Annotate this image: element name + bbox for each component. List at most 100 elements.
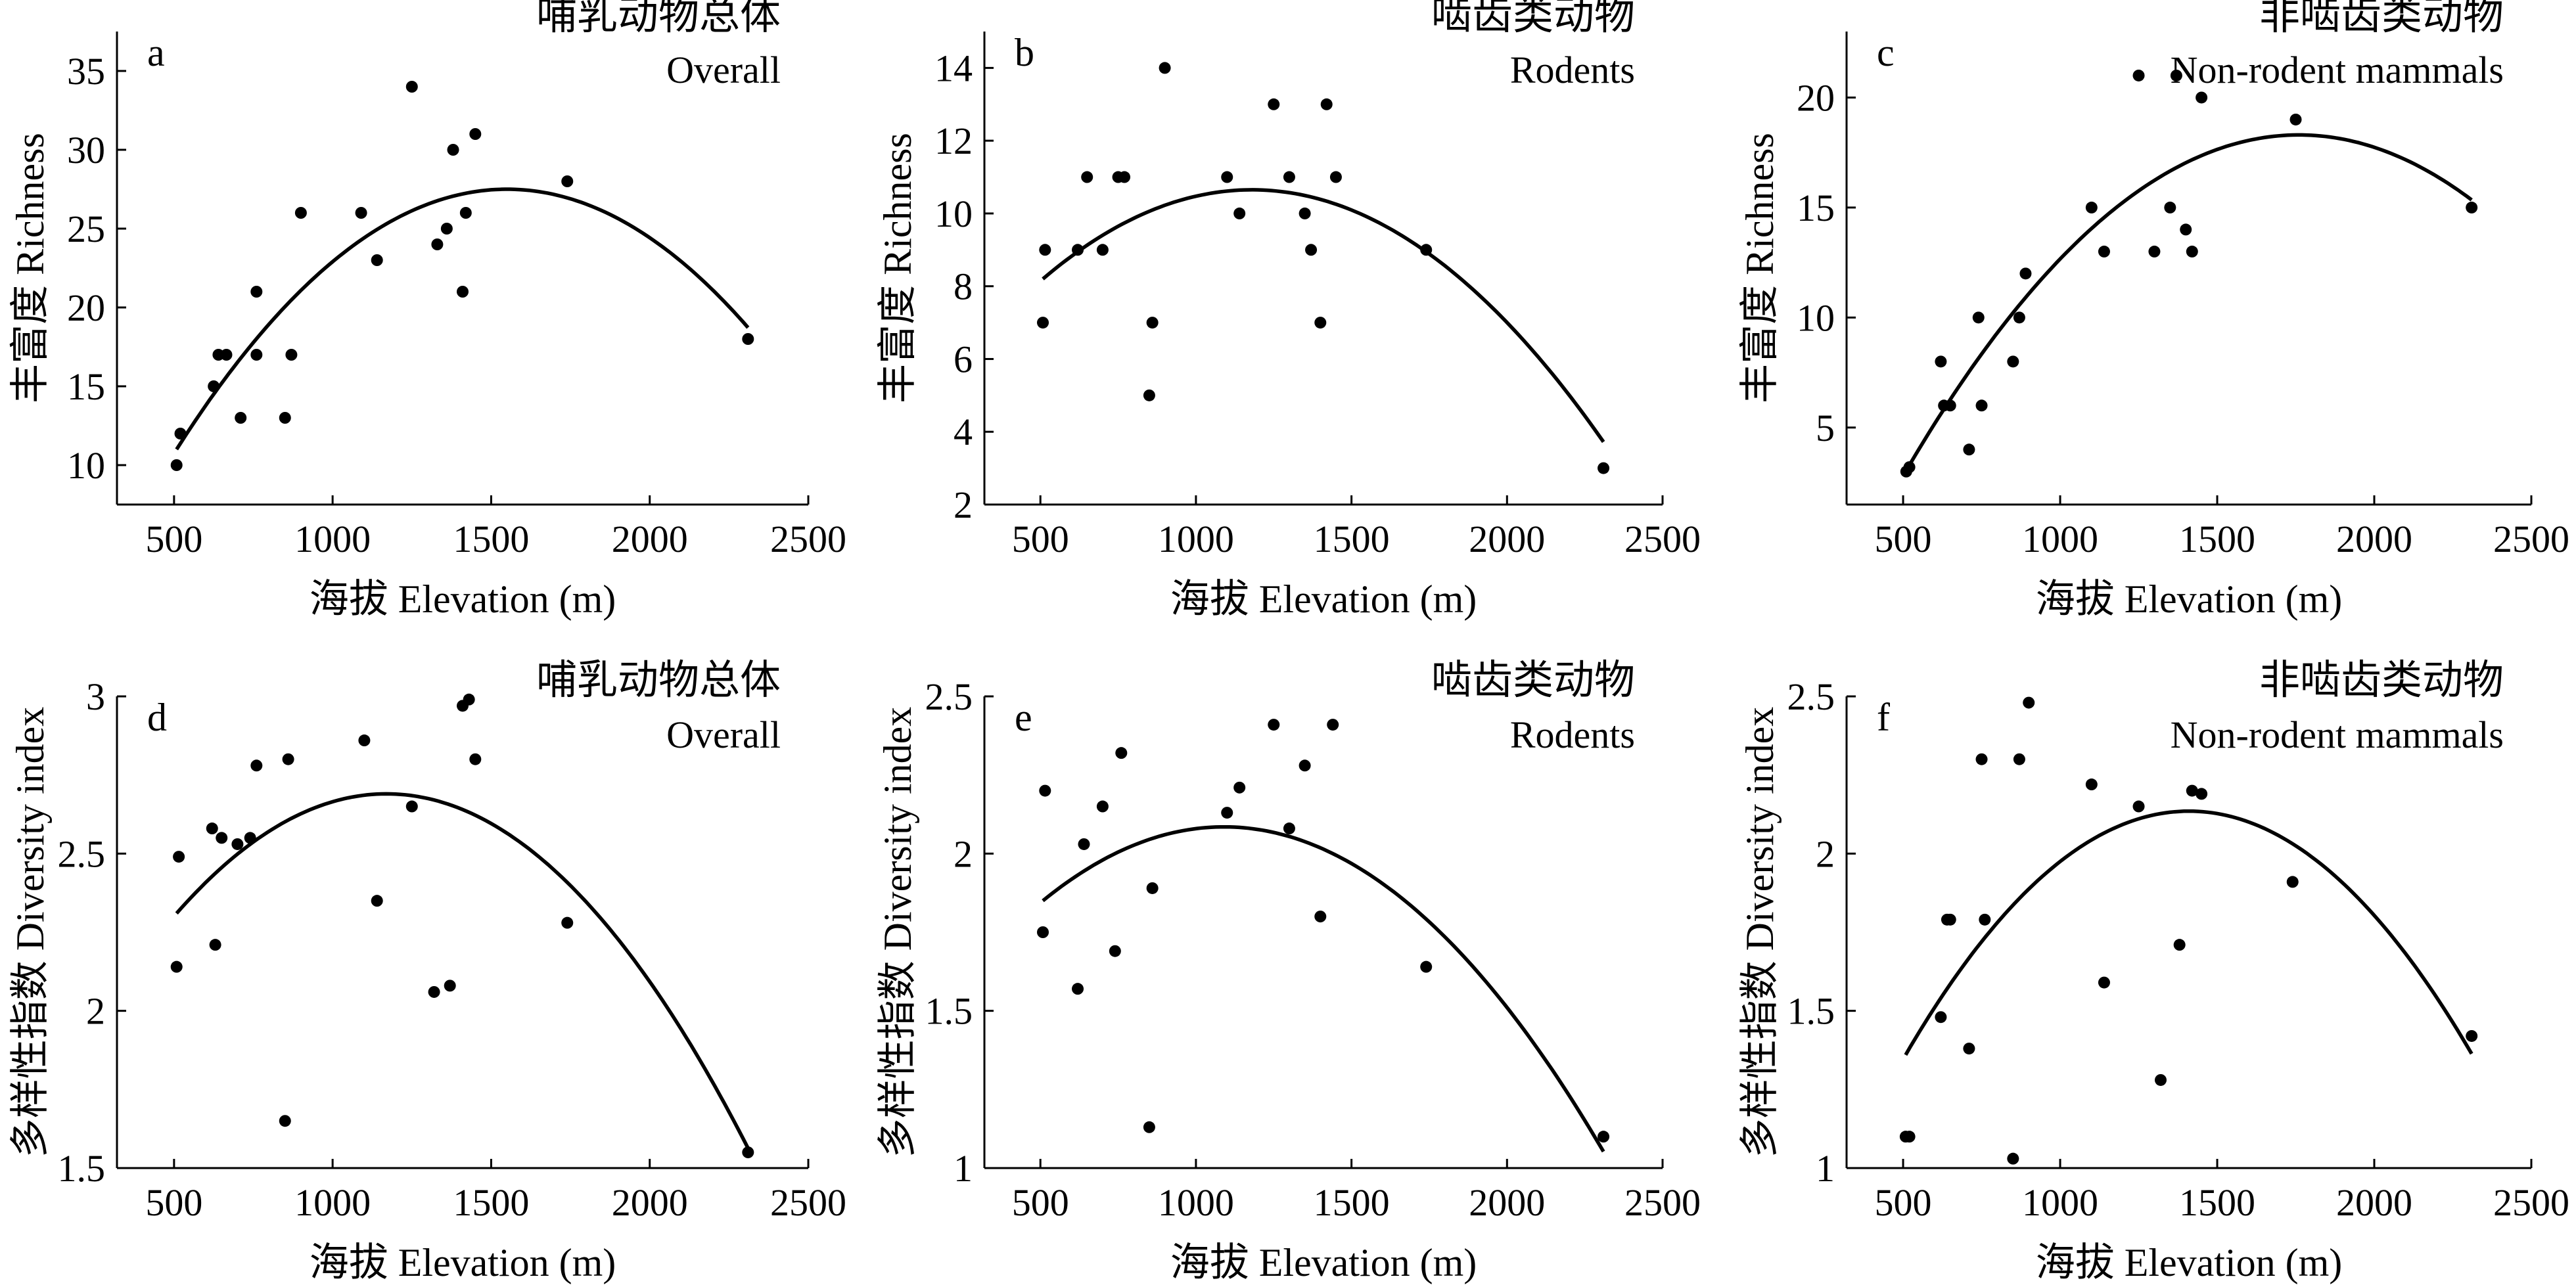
x-tick-label: 500 <box>145 518 202 560</box>
data-point <box>220 349 233 361</box>
panel-f: 500 1000 1500 2000 2500 1 1.5 2 2.5 海拔 Elevation … <box>1738 658 2569 1284</box>
x-tick-label: 500 <box>1012 518 1069 560</box>
data-point <box>469 753 482 765</box>
data-point <box>2196 788 2208 800</box>
panel-c: 500 1000 1500 2000 2500 5 10 15 20 海拔 Elevation (… <box>1738 0 2569 621</box>
y-tick-label: 3 <box>86 675 105 718</box>
x-tick-label: 1000 <box>1158 518 1234 560</box>
data-point <box>174 428 187 440</box>
x-tick-label: 1500 <box>453 518 529 560</box>
data-point <box>1078 838 1090 850</box>
x-tick-label: 500 <box>1875 518 1932 560</box>
fit-curve <box>1904 809 2473 1056</box>
y-tick-label: 25 <box>67 208 105 250</box>
y-tick-label: 8 <box>954 265 973 308</box>
data-point <box>1975 753 1988 765</box>
data-point <box>469 128 482 140</box>
data-point <box>1268 98 1280 110</box>
data-point <box>428 985 440 998</box>
data-point <box>1327 719 1339 731</box>
y-axis-title: 多样性指数 Diversity index <box>1738 707 1782 1158</box>
data-point <box>742 1146 754 1159</box>
data-point <box>1314 911 1327 923</box>
data-point <box>2098 245 2110 258</box>
data-point <box>1096 800 1109 813</box>
fit-curve <box>1904 133 2473 473</box>
panel-e: 500 1000 1500 2000 2500 1 1.5 2 2.5 海拔 Elevation … <box>876 658 1701 1284</box>
panel-letter: b <box>1015 31 1034 74</box>
group-label-en: Overall <box>666 49 781 91</box>
panel-b: 500 1000 1500 2000 2500 2 4 6 8 10 12 14 海拔 Elevatio… <box>876 0 1701 621</box>
data-point <box>431 238 444 250</box>
x-tick-label: 1000 <box>294 1181 371 1224</box>
x-tick-label: 1000 <box>294 518 371 560</box>
y-tick-label: 1.5 <box>1787 990 1835 1033</box>
data-point <box>742 333 754 345</box>
data-point <box>1036 317 1049 329</box>
x-axis-title: 海拔 Elevation (m) <box>1170 577 1477 621</box>
data-point <box>173 851 185 863</box>
data-point <box>279 1115 291 1127</box>
x-tick-label: 2500 <box>770 518 846 560</box>
data-point <box>285 349 298 361</box>
data-point <box>1115 747 1128 759</box>
data-point <box>250 759 263 772</box>
data-point <box>1314 317 1327 329</box>
panel-letter: f <box>1877 696 1890 739</box>
data-point <box>279 412 291 424</box>
y-tick-label: 20 <box>67 286 105 329</box>
data-point <box>2173 939 2186 951</box>
data-point <box>1146 317 1159 329</box>
data-point <box>561 916 574 929</box>
data-point <box>1420 960 1433 973</box>
group-label-zh: 哺乳动物总体 <box>536 658 781 703</box>
data-point <box>1299 207 1311 219</box>
data-point <box>2286 876 2299 888</box>
data-point <box>1420 244 1433 256</box>
data-point <box>358 734 371 747</box>
data-point <box>244 832 256 844</box>
data-point <box>2019 267 2032 280</box>
x-tick-label: 1500 <box>2179 518 2255 560</box>
data-point <box>440 223 453 235</box>
group-label-zh: 非啮齿类动物 <box>2259 658 2504 703</box>
data-point <box>459 207 472 219</box>
data-point <box>457 286 469 298</box>
data-point <box>1118 171 1131 183</box>
group-label-en: Rodents <box>1510 713 1635 756</box>
data-point <box>2154 1073 2167 1086</box>
data-point <box>405 800 418 813</box>
data-point <box>1221 171 1233 183</box>
data-point <box>1299 759 1311 772</box>
y-tick-label: 1.5 <box>925 990 973 1033</box>
data-point <box>231 838 244 850</box>
data-point <box>1233 781 1246 794</box>
x-axis-title: 海拔 Elevation (m) <box>310 1241 616 1284</box>
data-point <box>1305 244 1318 256</box>
group-label-zh: 啮齿类动物 <box>1431 658 1635 703</box>
x-tick-label: 1000 <box>2022 1181 2098 1224</box>
x-tick-label: 500 <box>145 1181 202 1224</box>
data-point <box>1233 207 1246 219</box>
y-tick-label: 2 <box>954 484 973 526</box>
data-point <box>1143 389 1155 401</box>
data-point <box>2007 1152 2019 1165</box>
group-label-en: Non-rodent mammals <box>2171 49 2504 91</box>
x-tick-label: 2000 <box>1469 1181 1545 1224</box>
panel-letter: d <box>147 696 167 739</box>
y-tick-label: 35 <box>67 50 105 93</box>
panel-letter: c <box>1877 31 1895 74</box>
fit-curve <box>1042 824 1605 1153</box>
data-point <box>1903 1131 1916 1143</box>
y-tick-label: 10 <box>934 192 973 235</box>
y-tick-label: 15 <box>1797 187 1835 229</box>
y-tick-label: 1 <box>1816 1147 1835 1190</box>
data-point <box>1221 807 1233 819</box>
data-point <box>2023 696 2035 709</box>
x-tick-label: 2500 <box>1624 1181 1701 1224</box>
fit-curve <box>175 187 750 451</box>
x-axis-title: 海拔 Elevation (m) <box>1170 1241 1477 1284</box>
data-point <box>1598 462 1610 474</box>
y-tick-label: 2 <box>954 832 973 875</box>
